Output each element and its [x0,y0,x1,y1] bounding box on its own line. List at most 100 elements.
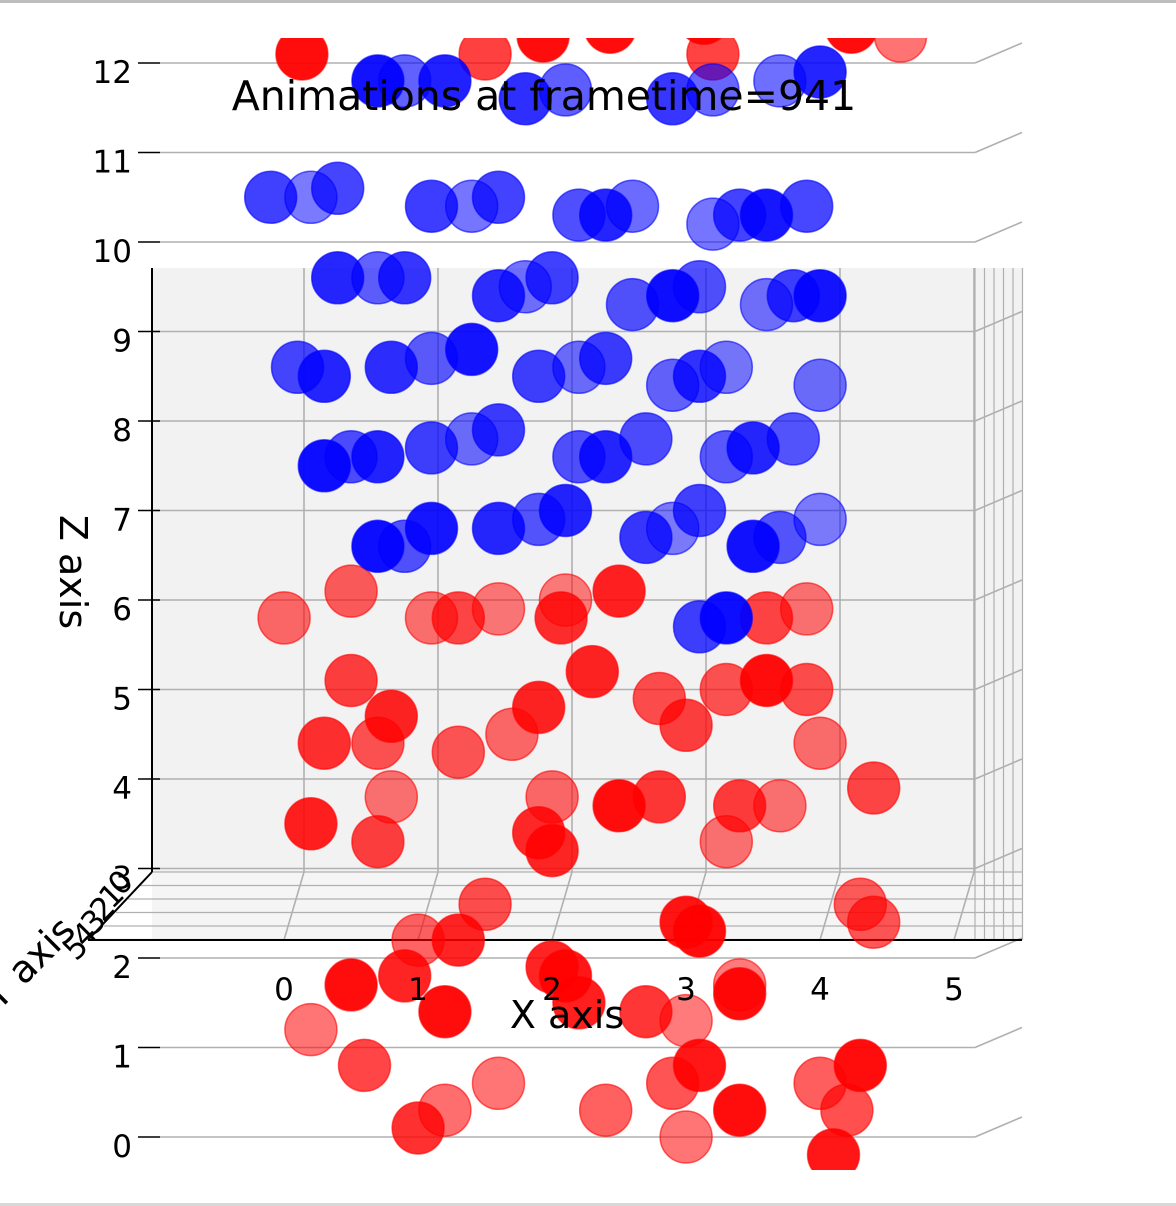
red-point [659,698,713,753]
chart-title: Animations at frametime=941 [232,72,856,120]
red-point [672,1038,727,1093]
z-gridline-side [974,400,1023,422]
red-point [418,984,472,1039]
z-gridline-side [974,489,1023,512]
x-floor-gridline [283,871,305,941]
red-point [324,653,378,708]
red-point [806,1128,861,1170]
z-tick-label: 9 [112,324,132,360]
blue-point [793,45,847,99]
blue-point [619,412,673,466]
blue-point [471,403,526,457]
z-axis-label: Z axis [51,515,95,629]
red-point [659,1110,713,1164]
x-tick-label: 4 [810,972,830,1008]
red-point [351,814,405,869]
floor-pane [152,872,1022,940]
blue-point [686,63,740,117]
z-gridline-side [974,131,1023,154]
blue-point [672,483,727,538]
red-point [753,779,807,833]
red-point [324,564,378,618]
x-floor-gridline [953,871,975,941]
bottom-border [0,1203,1176,1206]
z-tick-label: 8 [112,413,132,449]
z-gridline-side [974,221,1023,243]
red-point [351,716,405,770]
red-point [578,1083,633,1137]
blue-point [793,492,847,547]
red-point [793,716,847,770]
z-tick-label: 1 [112,1040,132,1076]
blue-point [779,179,834,233]
red-point [431,725,486,779]
red-point [632,770,687,824]
blue-point [404,501,459,556]
blue-point [297,349,352,404]
red-point [538,573,593,627]
blue-point [672,260,727,314]
red-point [337,1038,392,1093]
red-point [552,976,606,1030]
blue-point [418,54,472,108]
red-point [826,38,876,54]
blue-point [351,430,405,484]
red-point [391,1101,445,1155]
red-point [284,797,338,851]
red-point [592,564,646,618]
red-point [284,1002,338,1057]
red-point [846,761,901,815]
red-point [471,1056,526,1111]
z-gridline-side [974,937,1023,959]
blue-point [699,340,754,395]
red-point [585,38,635,54]
x-floor-gridline [551,871,573,941]
red-point [431,913,486,967]
z-tick-label: 4 [112,771,132,807]
z-tick-label: 10 [93,234,132,270]
red-point [458,38,512,81]
blue-point [793,268,847,323]
red-point [712,958,767,1012]
red-point [471,582,526,636]
z-gridline-side [974,310,1023,333]
blue-point [538,483,593,538]
z-gridline-side [974,758,1023,780]
y-axis-line [87,871,153,941]
z-tick-label: 7 [112,503,132,539]
x-floor-gridline [819,871,841,941]
red-point [275,38,329,81]
points-group [243,38,928,1170]
red-point [565,644,620,699]
top-border [0,0,1176,3]
red-point [377,949,432,1003]
red-point [297,716,352,770]
scatter-points [243,38,928,1170]
blue-point [377,251,432,305]
z-tick-label: 3 [112,861,132,897]
blue-point [672,600,727,654]
blue-point [310,161,365,216]
red-point [257,591,311,645]
z-gridline-side [974,847,1023,870]
red-point [833,1038,888,1093]
red-point [820,1083,874,1137]
red-point [525,823,579,878]
z-tick-label: 11 [93,145,132,181]
red-point [685,38,722,46]
blue-point [471,170,526,225]
red-point [672,904,727,958]
z-tick-label: 2 [112,950,132,986]
blue-point [538,63,593,117]
z-gridline-side [974,1116,1023,1138]
red-point [779,662,834,717]
red-point [779,582,834,636]
blue-point [444,322,499,377]
blue-point [793,358,847,412]
red-point [324,958,378,1012]
blue-point [766,412,821,466]
x-tick-label: 5 [944,972,964,1008]
z-tick-label: 0 [112,1129,132,1165]
